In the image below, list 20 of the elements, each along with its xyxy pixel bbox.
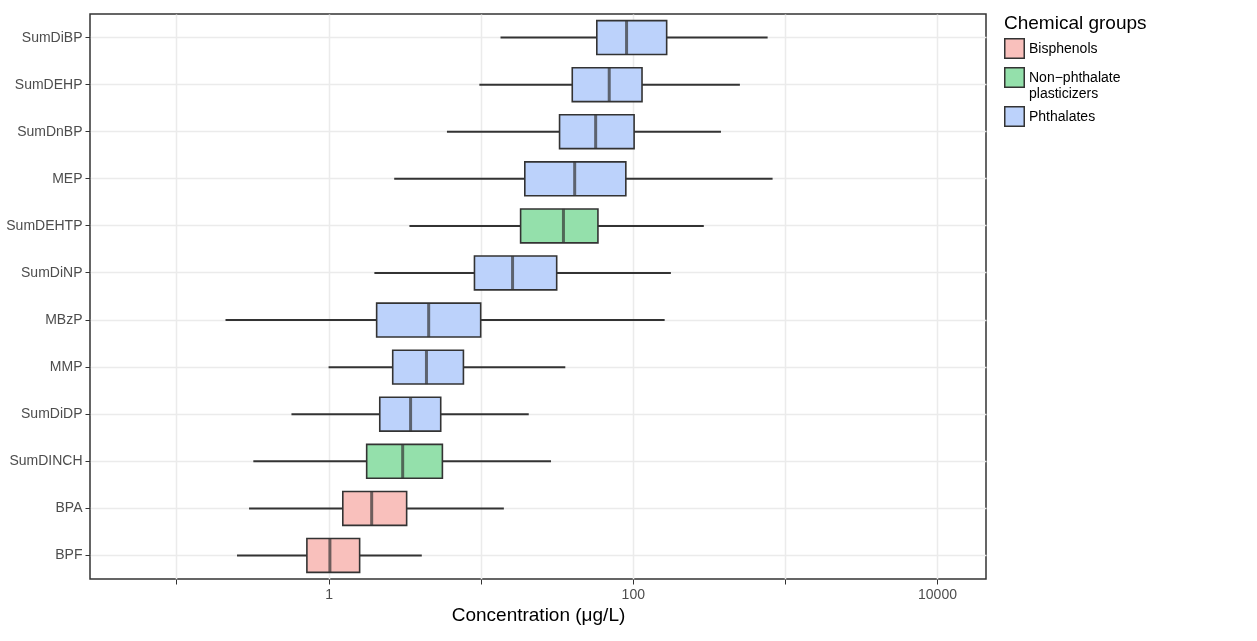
legend-label: Phthalates [1029,107,1096,124]
y-tick-label: SumDINCH [9,452,83,469]
y-tick-label: SumDiBP [21,28,83,45]
y-tick-label: MMP [49,358,83,375]
x-tick-label: 100 [621,585,646,602]
x-tick-label: 1 [325,585,334,602]
y-tick-label: SumDEHP [14,75,83,92]
y-tick-label: SumDiDP [21,405,83,422]
y-tick-label: SumDnBP [17,122,83,139]
y-tick-label: SumDiNP [21,263,83,280]
y-tick-label: BPA [55,499,84,516]
legend-title: Chemical groups [1004,12,1147,33]
legend-label: Non−phthalate plasticizers [1029,68,1121,101]
x-tick-label: 10000 [918,585,958,602]
x-axis-title: Concentration (μg/L) [451,603,626,625]
y-tick-label: SumDEHTP [6,216,83,233]
legend-label: Bisphenols [1029,39,1098,56]
y-tick-label: MBzP [45,311,83,328]
y-tick-label: BPF [55,546,83,563]
y-tick-label: MEP [52,169,83,186]
